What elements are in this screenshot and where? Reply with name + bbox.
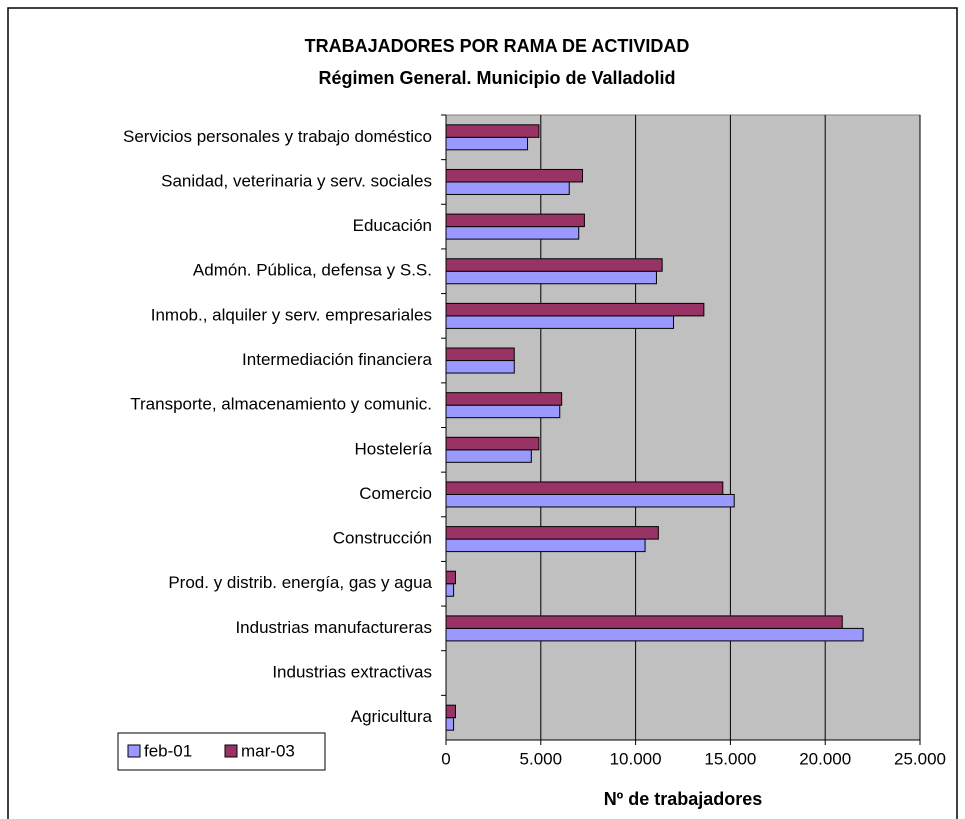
x-tick-label: 5.000 <box>520 749 563 768</box>
x-tick-label: 15.000 <box>704 749 756 768</box>
y-tick-label: Prod. y distrib. energía, gas y agua <box>168 573 432 592</box>
bar <box>445 493 735 508</box>
bar <box>445 213 585 228</box>
legend-swatch <box>224 744 238 758</box>
legend-box <box>117 732 326 771</box>
x-tick-label: 10.000 <box>610 749 662 768</box>
bar <box>445 181 570 195</box>
bar <box>445 136 529 151</box>
bar <box>445 404 561 419</box>
bar <box>445 360 515 374</box>
bar <box>445 436 540 451</box>
bar <box>445 258 663 272</box>
y-tick-label: Industrias extractivas <box>272 663 432 682</box>
bar <box>445 124 540 138</box>
bar <box>445 615 843 629</box>
bar <box>445 226 580 240</box>
bar <box>445 583 455 597</box>
bar <box>445 302 705 317</box>
y-tick-label: Intermediación financiera <box>242 350 432 369</box>
y-tick-label: Educación <box>353 216 432 235</box>
legend-label: feb-01 <box>144 741 192 760</box>
bar <box>445 347 515 362</box>
bar <box>445 270 657 285</box>
y-tick-label: Agricultura <box>351 707 433 726</box>
y-tick-label: Admón. Pública, defensa y S.S. <box>193 261 432 280</box>
bar <box>445 392 563 406</box>
bar <box>445 315 675 329</box>
x-axis-title: Nº de trabajadores <box>604 789 763 809</box>
y-tick-label: Comercio <box>359 484 432 503</box>
legend-label: mar-03 <box>241 741 295 760</box>
x-tick-label: 25.000 <box>894 749 946 768</box>
y-tick-label: Sanidad, veterinaria y serv. sociales <box>161 171 432 190</box>
bar <box>445 481 724 495</box>
bar <box>445 449 532 463</box>
chart-border <box>7 7 958 819</box>
x-tick-label: 20.000 <box>799 749 851 768</box>
bar <box>445 538 646 553</box>
bar <box>445 570 456 585</box>
y-tick-label: Hostelería <box>355 439 433 458</box>
bar <box>445 168 584 183</box>
legend-swatch <box>127 744 141 758</box>
y-tick-label: Servicios personales y trabajo doméstico <box>123 127 432 146</box>
chart-title: TRABAJADORES POR RAMA DE ACTIVIDAD <box>305 36 690 56</box>
bar <box>445 627 864 642</box>
y-tick-label: Construcción <box>333 529 432 548</box>
x-tick-label: 0 <box>441 749 450 768</box>
y-tick-label: Industrias manufactureras <box>235 618 432 637</box>
plot-area <box>445 114 921 741</box>
bar <box>445 704 456 719</box>
y-tick-label: Transporte, almacenamiento y comunic. <box>130 395 432 414</box>
y-tick-label: Inmob., alquiler y serv. empresariales <box>151 305 432 324</box>
chart-subtitle: Régimen General. Municipio de Valladolid <box>318 68 675 88</box>
bar <box>445 526 659 540</box>
bar <box>445 717 455 731</box>
